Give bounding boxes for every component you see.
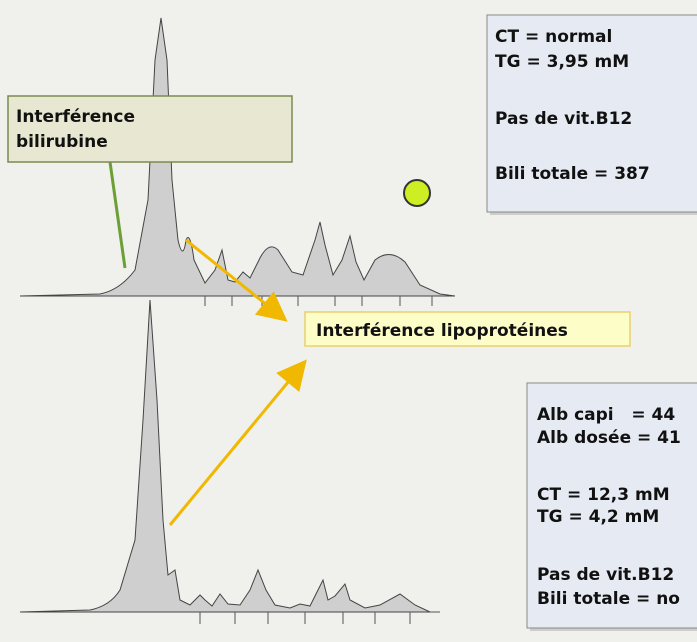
arrow bbox=[168, 359, 307, 526]
info-line: Pas de vit.B12 bbox=[537, 565, 674, 585]
label-text: Interférence lipoprotéines bbox=[316, 321, 568, 341]
info-line: Bili totale = no bbox=[537, 589, 680, 609]
info-line: CT = 12,3 mM bbox=[537, 485, 670, 505]
info-line: TG = 4,2 mM bbox=[537, 507, 659, 527]
info-line: Bili totale = 387 bbox=[495, 164, 650, 184]
label-line: bilirubine bbox=[16, 132, 108, 152]
electropherogram-bottom bbox=[19, 299, 440, 624]
arrow bbox=[185, 238, 288, 322]
callout-line bbox=[108, 161, 127, 269]
label-box bbox=[304, 311, 631, 347]
info-line: Pas de vit.B12 bbox=[495, 109, 632, 129]
info-box bbox=[486, 14, 697, 213]
dot bbox=[403, 179, 431, 207]
info-line: Alb dosée = 41 bbox=[537, 428, 681, 448]
info-line: TG = 3,95 mM bbox=[495, 52, 629, 72]
label-box bbox=[7, 95, 293, 163]
info-box bbox=[526, 382, 697, 629]
info-line: CT = normal bbox=[495, 27, 612, 47]
info-line: Alb capi = 44 bbox=[537, 405, 675, 425]
label-line: Interférence bbox=[16, 107, 135, 127]
